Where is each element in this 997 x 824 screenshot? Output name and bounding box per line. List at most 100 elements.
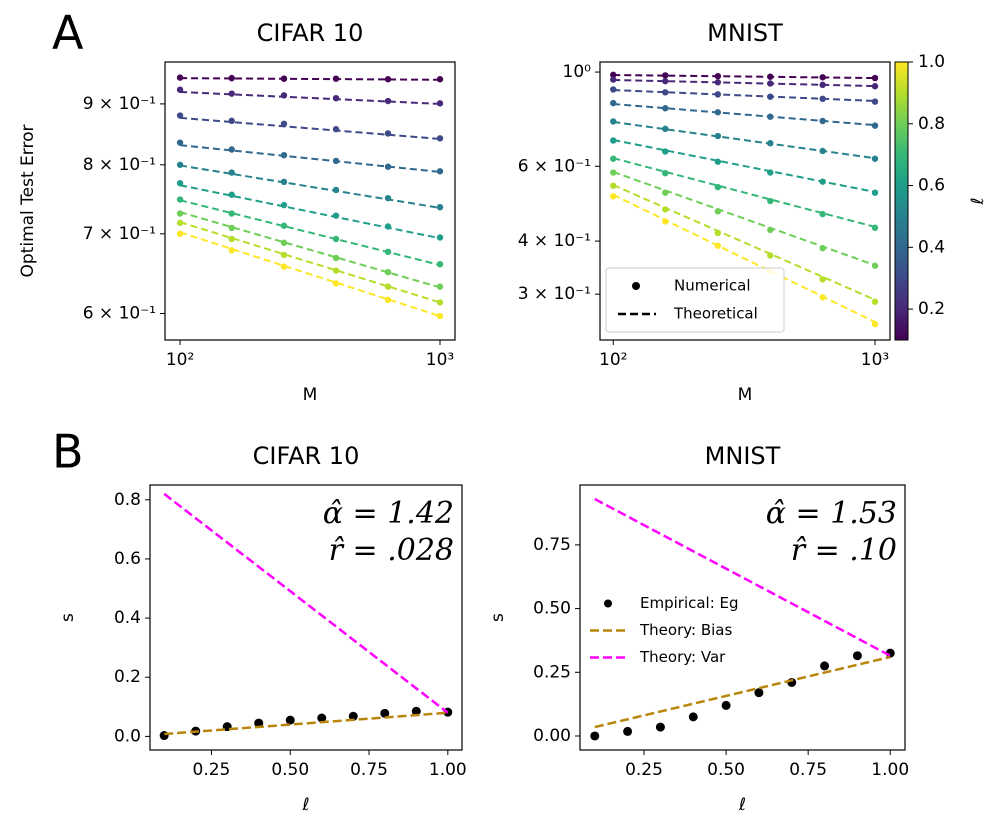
chart-title: MNIST (705, 442, 781, 470)
chart-title: CIFAR 10 (257, 19, 364, 47)
data-point (767, 197, 774, 205)
theory-line (612, 193, 876, 323)
plot-frame (579, 484, 906, 751)
annotation: α̂ = 1.53 (766, 496, 897, 531)
data-point (280, 178, 288, 186)
x-tick-label: 10² (166, 350, 194, 370)
data-point (384, 163, 392, 170)
data-point (714, 109, 722, 116)
data-point (176, 74, 184, 81)
data-point (767, 73, 774, 80)
theory-line (163, 492, 449, 714)
data-point (384, 97, 392, 105)
panel: 10² 10³ 3 × 10⁻¹ 4 × 10⁻¹ 6 × 10⁻¹ 10⁰ MNIST M N… (518, 19, 988, 405)
colorbar-tick-label: 0.2 (918, 299, 945, 319)
theory-line (179, 211, 441, 289)
panel: 0.25 0.50 0.75 1.00 0.00 0.25 0.50 0.75 MNIST ℓ s α… (488, 442, 909, 815)
data-point (436, 135, 444, 142)
data-point (819, 74, 826, 81)
y-tick-label: 0.00 (533, 726, 571, 746)
data-point (436, 203, 444, 211)
y-tick-label: 0.8 (114, 490, 141, 510)
data-point (767, 169, 774, 176)
y-tick-label: 0.2 (114, 667, 141, 687)
data-point (380, 708, 390, 718)
data-point (280, 92, 288, 99)
theory-line (179, 144, 441, 173)
x-tick-label: 0.25 (625, 760, 663, 780)
plot-frame (164, 61, 456, 341)
data-point (159, 731, 169, 741)
panel: 0.25 0.50 0.75 1.00 0.0 0.2 0.4 0.6 0.8 CIFAR 10 ℓ… (58, 442, 467, 815)
theory-line (179, 184, 441, 240)
theory-line (613, 89, 876, 102)
panel-label: B (52, 425, 84, 479)
y-axis-label: s (58, 613, 78, 622)
legend-marker (632, 282, 640, 290)
chart-title: MNIST (707, 19, 783, 47)
data-point (176, 219, 184, 227)
data-point (767, 113, 774, 120)
data-point (714, 72, 722, 80)
theory-line (179, 164, 441, 209)
data-point (228, 247, 235, 254)
y-tick-label: 9 × 10⁻¹ (83, 94, 156, 114)
data-point (871, 189, 879, 196)
x-tick-label: 1.00 (871, 760, 909, 780)
x-tick-label: 10³ (861, 350, 889, 370)
data-point (610, 86, 617, 93)
data-point (332, 280, 340, 287)
data-point (871, 83, 879, 90)
data-point (871, 298, 879, 305)
y-tick-label: 7 × 10⁻¹ (83, 224, 156, 244)
y-axis-label: s (488, 613, 508, 622)
data-point (662, 72, 669, 79)
data-point (436, 234, 444, 241)
data-point (280, 151, 288, 159)
annotation: r̂ = .028 (329, 533, 454, 568)
data-point (819, 178, 826, 185)
data-point (228, 117, 235, 125)
data-point (819, 95, 826, 103)
data-point (871, 262, 879, 269)
legend-label: Theory: Var (639, 648, 726, 666)
data-point (332, 94, 340, 102)
data-point (610, 193, 617, 200)
data-point (384, 296, 392, 304)
data-point (819, 147, 826, 155)
x-tick-label: 0.75 (350, 760, 388, 780)
data-point (332, 212, 340, 219)
data-point (871, 122, 879, 129)
data-point (655, 722, 665, 732)
colorbar-label: ℓ (968, 197, 988, 205)
data-point (871, 224, 879, 231)
theory-line (612, 170, 876, 267)
data-point (714, 242, 722, 249)
colorbar-tick-label: 0.6 (918, 176, 945, 196)
data-point (819, 117, 826, 125)
data-point (767, 252, 774, 259)
data-point (610, 169, 617, 176)
data-point (228, 74, 235, 82)
theory-line (613, 74, 876, 80)
colorbar-tick-label: 0.8 (918, 114, 945, 134)
data-point (280, 201, 288, 209)
data-point (176, 230, 184, 238)
data-point (714, 91, 722, 98)
y-tick-label: 0.50 (533, 599, 571, 619)
data-point (436, 168, 444, 175)
data-point (610, 71, 617, 79)
panel-label: A (52, 6, 84, 60)
data-point (871, 320, 879, 328)
x-axis-label: ℓ (301, 795, 309, 815)
y-tick-label: 3 × 10⁻¹ (518, 284, 591, 304)
theory-line (594, 497, 891, 657)
x-axis-label: ℓ (738, 795, 746, 815)
data-point (384, 268, 392, 276)
x-tick-label: 0.75 (789, 760, 827, 780)
data-point (590, 731, 600, 741)
data-point (280, 75, 288, 82)
data-point (228, 224, 235, 232)
data-point (714, 183, 722, 191)
